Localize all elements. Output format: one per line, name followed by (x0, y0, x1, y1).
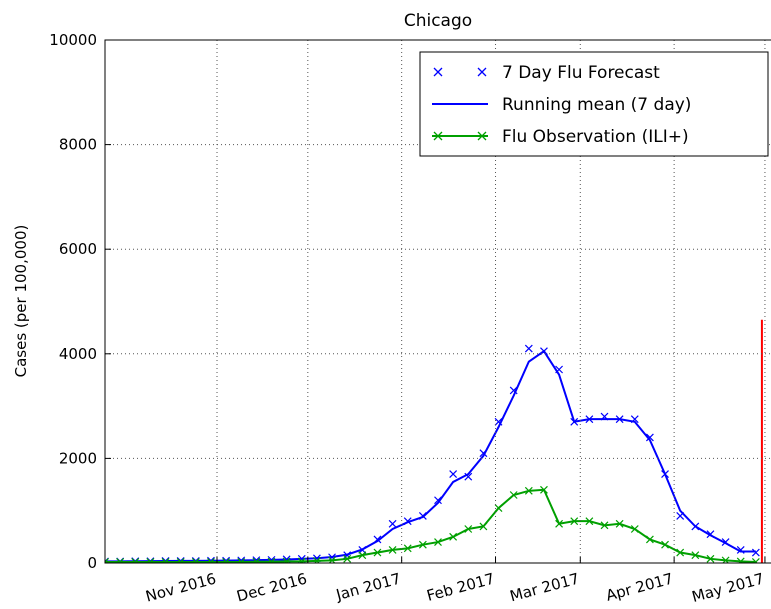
legend-marker (433, 67, 443, 77)
data-point (191, 558, 200, 563)
data-point (645, 433, 654, 442)
x-tick-label: May 2017 (690, 569, 766, 606)
data-point (494, 504, 503, 513)
data-point (358, 551, 367, 560)
data-point (645, 535, 654, 544)
legend-marker (477, 67, 487, 77)
data-point (434, 538, 442, 547)
legend-label: 7 Day Flu Forecast (502, 63, 660, 83)
data-point (570, 517, 579, 526)
data-point (207, 558, 215, 563)
data-point (751, 548, 760, 557)
data-point (146, 558, 155, 563)
chart-title: Chicago (404, 11, 472, 31)
data-point (449, 532, 458, 541)
data-point (343, 554, 352, 563)
legend-marker (433, 131, 443, 141)
data-point (524, 486, 533, 495)
data-point (524, 344, 533, 353)
y-tick-label: 10000 (49, 31, 97, 49)
data-point (403, 544, 412, 553)
data-point (615, 519, 624, 528)
data-point (388, 519, 397, 528)
data-point (105, 558, 109, 563)
data-point (161, 558, 170, 563)
y-tick-label: 2000 (59, 449, 97, 467)
x-tick-label: Nov 2016 (144, 569, 218, 605)
data-point (691, 551, 700, 560)
data-point (434, 496, 442, 505)
data-point (509, 491, 518, 499)
x-tick-label: Dec 2016 (235, 569, 309, 605)
data-point (585, 517, 594, 526)
data-point (540, 485, 548, 494)
legend-marker (477, 131, 487, 141)
data-point (418, 540, 427, 549)
data-point (449, 470, 458, 479)
x-tick-label: Feb 2017 (425, 569, 497, 604)
data-point (373, 548, 382, 557)
data-point (479, 522, 488, 531)
legend-label: Flu Observation (ILI+) (502, 127, 689, 147)
legend-label: Running mean (7 day) (502, 95, 691, 115)
x-tick-label: Apr 2017 (604, 569, 675, 604)
y-tick-label: 6000 (59, 240, 97, 258)
data-point (237, 558, 246, 563)
data-point (176, 558, 185, 563)
data-point (751, 558, 760, 563)
series-line (105, 349, 756, 563)
data-point (736, 557, 745, 563)
data-point (388, 546, 397, 554)
data-point (312, 556, 321, 563)
y-tick-label: 4000 (59, 345, 97, 363)
data-point (267, 557, 276, 563)
data-point (222, 558, 231, 563)
plot-frame (104, 39, 771, 564)
plot-area (105, 319, 763, 563)
data-point (464, 525, 473, 533)
data-point (630, 525, 639, 533)
data-point (676, 548, 685, 557)
data-point (555, 519, 564, 528)
data-point (706, 554, 715, 563)
data-point (116, 558, 125, 563)
series-line (105, 488, 756, 563)
data-point (600, 521, 609, 530)
data-point (282, 557, 291, 563)
y-axis-label: Cases (per 100,000) (12, 225, 30, 378)
x-tick-label: Mar 2017 (508, 569, 581, 605)
data-point (661, 540, 669, 549)
data-point (252, 557, 261, 563)
data-point (297, 557, 306, 563)
data-point (131, 558, 140, 563)
y-tick-label: 8000 (59, 136, 97, 154)
y-tick-label: 0 (87, 554, 97, 572)
x-tick-label: Jan 2017 (333, 569, 402, 604)
